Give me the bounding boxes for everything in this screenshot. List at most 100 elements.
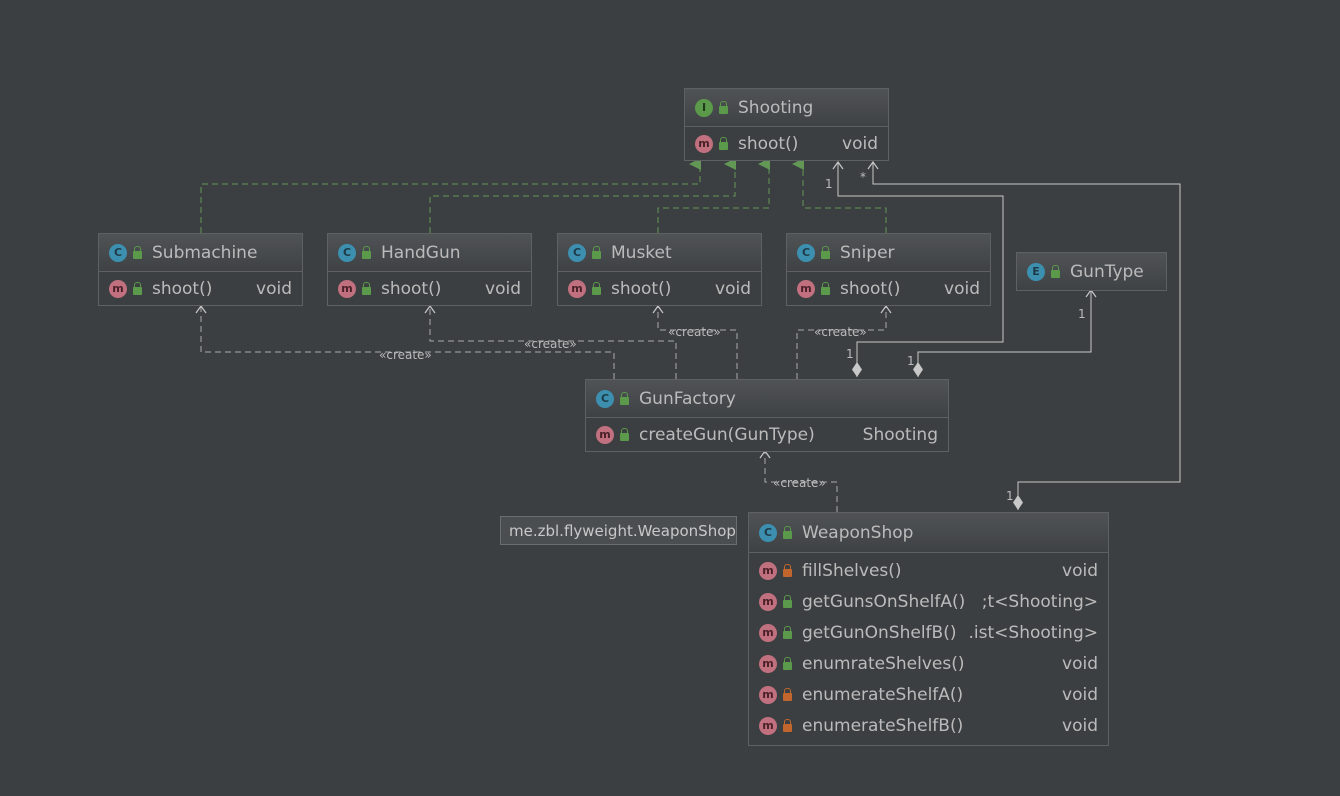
class-handgun[interactable]: C HandGun m shoot() void (327, 233, 532, 306)
method-name: shoot() (152, 278, 213, 299)
class-icon: C (596, 389, 614, 408)
enum-guntype[interactable]: E GunType (1016, 252, 1167, 291)
multiplicity-label: 1 (825, 177, 833, 191)
class-name: Shooting (738, 97, 814, 118)
method-row[interactable]: m createGun(GunType) Shooting (586, 418, 948, 451)
method-row[interactable]: m getGunOnShelfB() .ist<Shooting> (749, 617, 1108, 648)
class-header: C Sniper (787, 234, 990, 272)
create-label: «create» (668, 325, 721, 339)
class-header: C HandGun (328, 234, 531, 272)
method-icon: m (759, 592, 777, 611)
public-lock-icon (783, 656, 792, 670)
edge-create-submachine (201, 306, 615, 379)
public-lock-icon (719, 136, 728, 150)
edge-submachine-implements (200, 158, 701, 233)
class-shooting[interactable]: I Shooting m shoot() void (684, 88, 889, 161)
method-type: void (256, 278, 292, 299)
class-gunfactory[interactable]: C GunFactory m createGun(GunType) Shooting (585, 379, 949, 452)
method-name: shoot() (611, 278, 672, 299)
class-musket[interactable]: C Musket m shoot() void (557, 233, 762, 306)
public-lock-icon (620, 391, 629, 405)
create-label: «create» (379, 348, 432, 362)
method-row[interactable]: m shoot() void (328, 272, 531, 305)
method-icon: m (109, 279, 127, 298)
public-lock-icon (133, 245, 142, 259)
method-type: void (1062, 684, 1098, 705)
edge-handgun-implements (429, 158, 736, 233)
method-name: createGun(GunType) (639, 424, 815, 445)
edge-weaponshop-shooting (873, 162, 1181, 510)
method-type: ;t<Shooting> (981, 591, 1098, 612)
class-name: Sniper (840, 242, 895, 263)
method-row[interactable]: m enumerateShelfA() void (749, 679, 1108, 710)
class-name: Submachine (152, 242, 258, 263)
public-lock-icon (783, 594, 792, 608)
method-row[interactable]: m shoot() void (99, 272, 302, 305)
method-name: shoot() (840, 278, 901, 299)
edge-create-handgun (430, 306, 677, 379)
method-type: void (842, 133, 878, 154)
create-label: «create» (524, 337, 577, 351)
method-type: void (1062, 560, 1098, 581)
class-name: HandGun (381, 242, 461, 263)
method-row[interactable]: m shoot() void (787, 272, 990, 305)
method-name: shoot() (381, 278, 442, 299)
public-lock-icon (1051, 264, 1060, 278)
multiplicity-label: 1 (1006, 489, 1014, 503)
method-icon: m (759, 654, 777, 673)
multiplicity-label: * (860, 170, 866, 184)
class-icon: C (338, 243, 356, 262)
method-icon: m (759, 561, 777, 580)
class-sniper[interactable]: C Sniper m shoot() void (786, 233, 991, 306)
method-row[interactable]: m enumerateShelfB() void (749, 710, 1108, 741)
class-header: C Musket (558, 234, 761, 272)
method-name: enumerateShelfA() (802, 684, 964, 705)
method-type: .ist<Shooting> (968, 622, 1098, 643)
public-lock-icon (362, 245, 371, 259)
method-type: void (485, 278, 521, 299)
method-type: void (1062, 715, 1098, 736)
class-icon: C (797, 243, 815, 262)
method-row[interactable]: m getGunsOnShelfA() ;t<Shooting> (749, 586, 1108, 617)
method-name: enumrateShelves() (802, 653, 965, 674)
public-lock-icon (821, 245, 830, 259)
method-row[interactable]: m fillShelves() void (749, 555, 1108, 586)
method-name: fillShelves() (802, 560, 902, 581)
class-name: GunType (1070, 261, 1144, 282)
public-lock-icon (133, 281, 142, 295)
edge-sniper-implements (792, 158, 887, 233)
method-name: shoot() (738, 133, 799, 154)
tooltip: me.zbl.flyweight.WeaponShop (500, 516, 737, 545)
method-row[interactable]: m shoot() void (558, 272, 761, 305)
public-lock-icon (821, 281, 830, 295)
enum-icon: E (1027, 262, 1045, 281)
public-lock-icon (362, 281, 371, 295)
create-label: «create» (773, 476, 826, 490)
method-type: void (944, 278, 980, 299)
edge-create-musket (658, 306, 738, 379)
edge-create-gunfactory (765, 451, 838, 512)
private-lock-icon (783, 687, 792, 701)
method-name: getGunOnShelfB() (802, 622, 957, 643)
class-header: C Submachine (99, 234, 302, 272)
class-name: Musket (611, 242, 672, 263)
class-weaponshop[interactable]: C WeaponShop m fillShelves() void m getGunsO… (748, 512, 1109, 746)
class-name: WeaponShop (802, 522, 914, 543)
method-icon: m (695, 134, 713, 153)
method-row[interactable]: m shoot() void (685, 127, 888, 160)
private-lock-icon (783, 718, 792, 732)
public-lock-icon (592, 245, 601, 259)
method-type: void (1062, 653, 1098, 674)
public-lock-icon (620, 427, 629, 441)
method-icon: m (759, 685, 777, 704)
class-icon: C (568, 243, 586, 262)
multiplicity-label: 1 (1078, 307, 1086, 321)
method-row[interactable]: m enumrateShelves() void (749, 648, 1108, 679)
class-header: C WeaponShop (749, 513, 1108, 553)
class-submachine[interactable]: C Submachine m shoot() void (98, 233, 303, 306)
method-type: Shooting (862, 424, 938, 445)
method-icon: m (797, 279, 815, 298)
multiplicity-label: 1 (907, 354, 915, 368)
method-type: void (715, 278, 751, 299)
